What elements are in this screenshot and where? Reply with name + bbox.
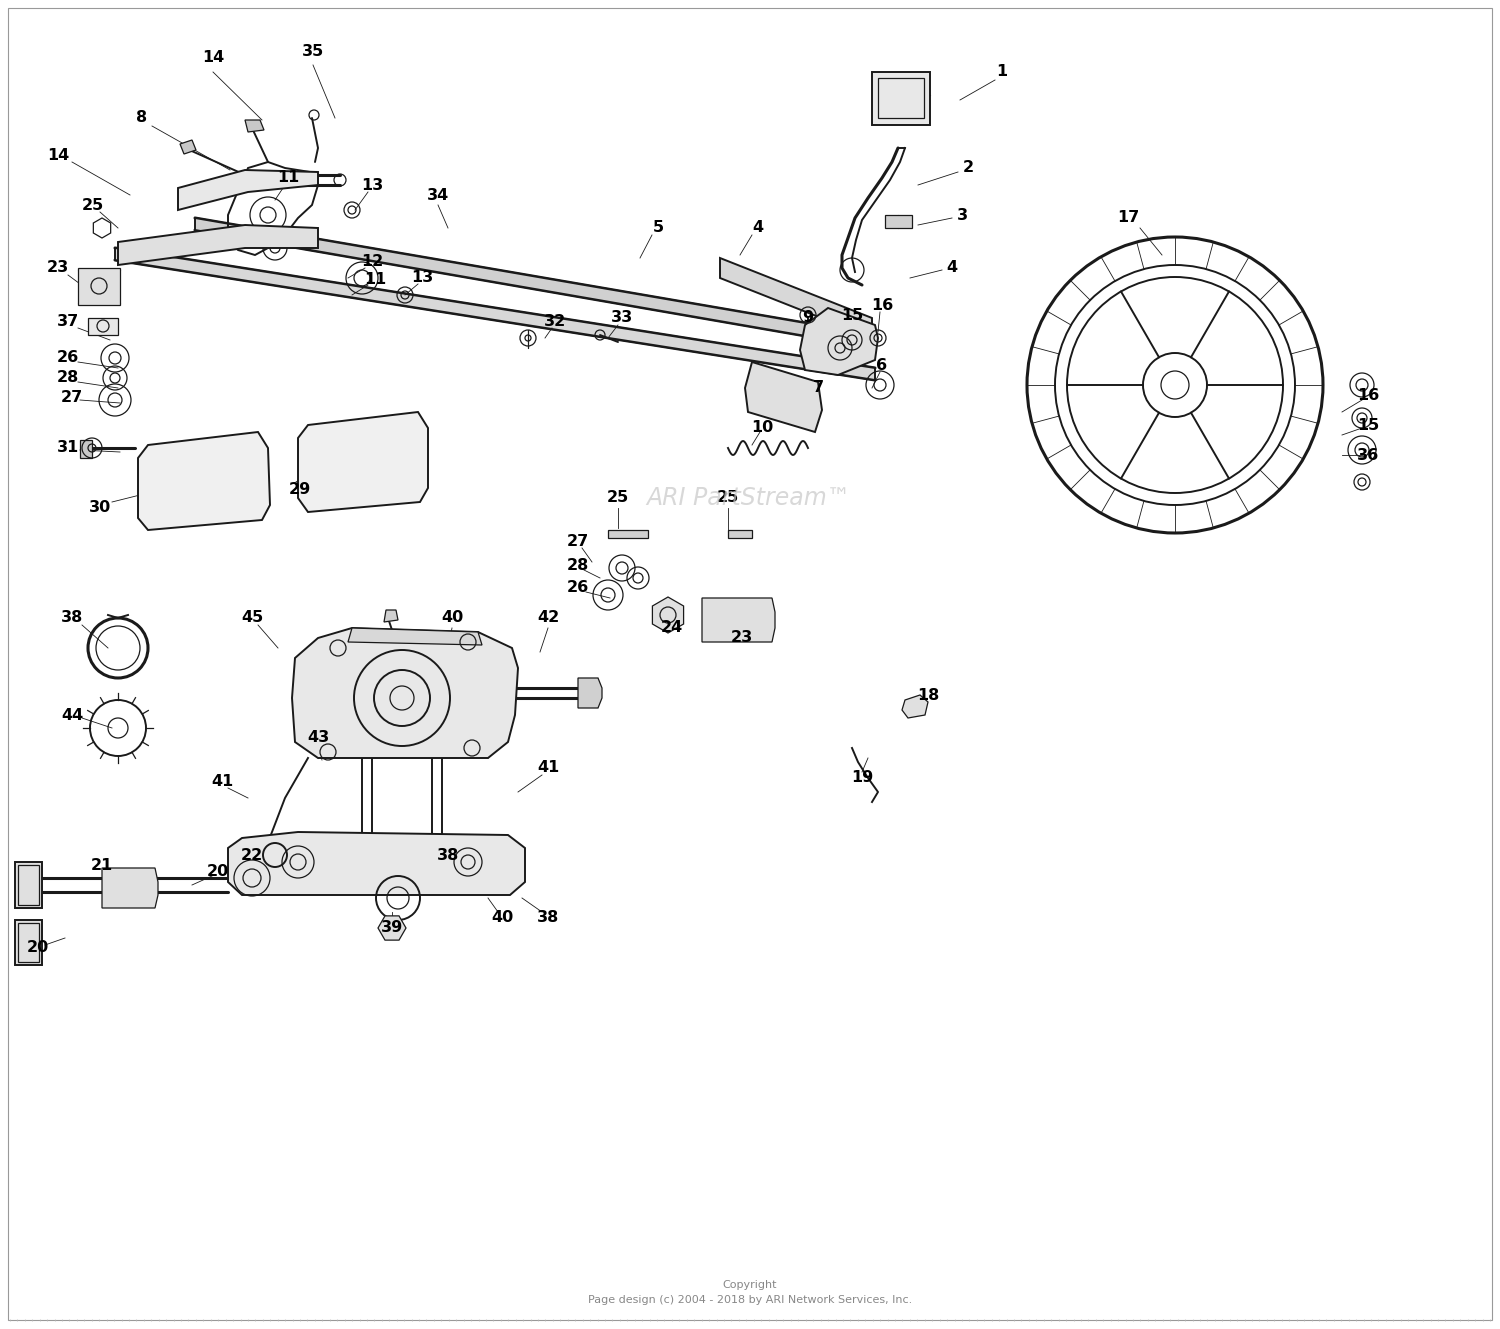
Polygon shape xyxy=(871,72,930,125)
Polygon shape xyxy=(78,268,120,304)
Text: 14: 14 xyxy=(202,51,223,65)
Polygon shape xyxy=(885,215,912,229)
Polygon shape xyxy=(228,832,525,894)
Polygon shape xyxy=(15,863,42,908)
Text: 31: 31 xyxy=(57,440,80,456)
Text: 20: 20 xyxy=(27,941,50,956)
Polygon shape xyxy=(800,308,877,375)
Text: 37: 37 xyxy=(57,315,80,330)
Text: 25: 25 xyxy=(82,198,104,213)
Polygon shape xyxy=(292,629,518,758)
Circle shape xyxy=(374,670,430,726)
Text: 41: 41 xyxy=(537,760,560,776)
Polygon shape xyxy=(652,597,684,633)
Text: 13: 13 xyxy=(411,271,434,286)
Text: 20: 20 xyxy=(207,864,230,880)
Polygon shape xyxy=(384,610,398,622)
Text: 30: 30 xyxy=(88,501,111,516)
Text: 26: 26 xyxy=(567,581,590,595)
Polygon shape xyxy=(746,361,822,432)
Polygon shape xyxy=(720,258,872,338)
Text: 35: 35 xyxy=(302,44,324,60)
Text: 16: 16 xyxy=(871,298,892,312)
Text: 25: 25 xyxy=(608,490,628,505)
Polygon shape xyxy=(118,225,318,264)
Polygon shape xyxy=(728,530,752,538)
Text: 28: 28 xyxy=(567,557,590,573)
Text: 15: 15 xyxy=(1358,417,1378,432)
Text: 43: 43 xyxy=(308,731,328,746)
Text: 14: 14 xyxy=(46,148,69,162)
Polygon shape xyxy=(608,530,648,538)
Text: 16: 16 xyxy=(1358,388,1378,403)
Text: 17: 17 xyxy=(1118,210,1138,226)
Polygon shape xyxy=(348,629,482,645)
Text: 8: 8 xyxy=(136,110,147,125)
Text: 26: 26 xyxy=(57,351,80,365)
Text: 6: 6 xyxy=(876,358,888,372)
Text: 7: 7 xyxy=(813,380,824,396)
Polygon shape xyxy=(80,440,92,459)
Text: 21: 21 xyxy=(92,857,112,873)
Polygon shape xyxy=(578,678,602,708)
Polygon shape xyxy=(138,432,270,530)
Text: 40: 40 xyxy=(490,910,513,925)
Text: 4: 4 xyxy=(946,260,957,275)
Text: 39: 39 xyxy=(381,921,404,936)
Polygon shape xyxy=(15,920,42,965)
Text: 28: 28 xyxy=(57,371,80,385)
Text: 32: 32 xyxy=(544,315,566,330)
Polygon shape xyxy=(88,318,118,335)
Text: 41: 41 xyxy=(211,775,232,789)
Polygon shape xyxy=(178,170,318,210)
Polygon shape xyxy=(102,868,158,908)
Text: 10: 10 xyxy=(752,420,772,436)
Text: 34: 34 xyxy=(427,187,448,202)
Text: 27: 27 xyxy=(567,534,590,549)
Text: 9: 9 xyxy=(802,311,813,326)
Text: 2: 2 xyxy=(963,161,974,175)
Text: 22: 22 xyxy=(242,848,262,863)
Polygon shape xyxy=(116,249,874,380)
Text: 38: 38 xyxy=(62,610,82,626)
Text: 11: 11 xyxy=(364,272,386,287)
Polygon shape xyxy=(298,412,427,512)
Text: 24: 24 xyxy=(662,621,682,635)
Polygon shape xyxy=(902,695,928,718)
Text: 27: 27 xyxy=(62,391,82,405)
Text: 42: 42 xyxy=(537,610,560,626)
Text: Page design (c) 2004 - 2018 by ARI Network Services, Inc.: Page design (c) 2004 - 2018 by ARI Netwo… xyxy=(588,1294,912,1305)
Text: 45: 45 xyxy=(242,610,262,626)
Text: 23: 23 xyxy=(46,260,69,275)
Polygon shape xyxy=(702,598,776,642)
Polygon shape xyxy=(195,218,874,348)
Polygon shape xyxy=(180,140,196,154)
Text: 1: 1 xyxy=(996,65,1008,80)
Text: ARI PartStream™: ARI PartStream™ xyxy=(646,486,850,510)
Text: 38: 38 xyxy=(436,848,459,863)
Text: 15: 15 xyxy=(842,307,862,323)
Text: 36: 36 xyxy=(1358,448,1378,462)
Text: 4: 4 xyxy=(753,221,764,235)
Text: 23: 23 xyxy=(730,630,753,646)
Text: 29: 29 xyxy=(290,482,310,497)
Text: 38: 38 xyxy=(537,910,560,925)
Polygon shape xyxy=(378,916,406,940)
Text: 19: 19 xyxy=(850,771,873,785)
Text: 33: 33 xyxy=(610,311,633,326)
Text: 11: 11 xyxy=(278,170,298,186)
Text: 12: 12 xyxy=(362,254,382,270)
Text: Copyright: Copyright xyxy=(723,1280,777,1290)
Text: 13: 13 xyxy=(362,178,382,193)
Polygon shape xyxy=(244,120,264,132)
Text: 25: 25 xyxy=(717,490,740,505)
Text: 40: 40 xyxy=(441,610,464,626)
Text: 3: 3 xyxy=(957,207,968,222)
Text: 5: 5 xyxy=(652,221,663,235)
Text: 44: 44 xyxy=(62,707,82,723)
Text: 18: 18 xyxy=(916,687,939,703)
